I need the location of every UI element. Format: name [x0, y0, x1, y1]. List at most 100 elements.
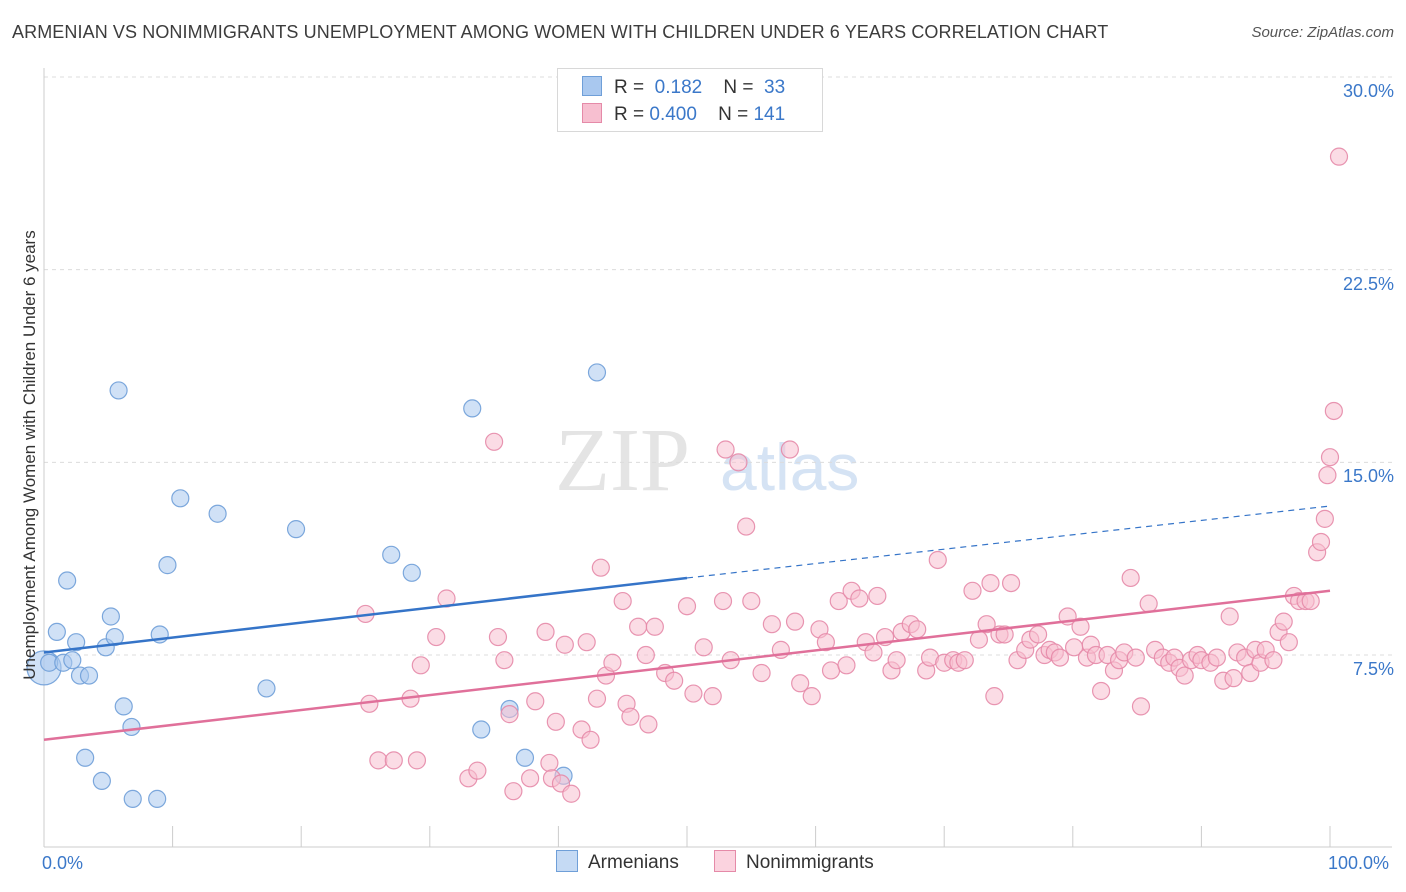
point-nonimmigrants	[928, 550, 947, 570]
point-nonimmigrants	[1001, 573, 1021, 593]
point-nonimmigrants	[762, 615, 781, 634]
point-nonimmigrants	[639, 715, 658, 734]
point-nonimmigrants	[864, 643, 883, 662]
legend-n-value: 33	[764, 77, 786, 98]
bottom-legend-armenians: Armenians	[556, 850, 679, 874]
point-nonimmigrants	[645, 617, 664, 636]
point-nonimmigrants	[1050, 648, 1070, 667]
point-nonimmigrants	[1320, 448, 1340, 467]
point-nonimmigrants	[591, 558, 610, 577]
legend-n-label: N =	[723, 77, 754, 98]
point-nonimmigrants	[742, 591, 761, 611]
point-armenians	[122, 717, 141, 737]
point-nonimmigrants	[1279, 633, 1298, 652]
point-nonimmigrants	[1175, 666, 1194, 685]
point-nonimmigrants	[969, 630, 989, 649]
point-nonimmigrants	[536, 622, 555, 642]
point-nonimmigrants	[816, 633, 835, 652]
point-nonimmigrants	[1329, 147, 1349, 166]
point-armenians	[92, 771, 111, 791]
point-nonimmigrants	[1301, 591, 1320, 611]
axes	[43, 68, 1392, 848]
point-nonimmigrants	[752, 663, 771, 683]
point-nonimmigrants	[587, 689, 607, 708]
point-nonimmigrants	[500, 705, 519, 724]
point-armenians	[587, 363, 607, 382]
legend-n-label: N =	[718, 104, 749, 125]
point-nonimmigrants	[665, 671, 684, 690]
point-nonimmigrants	[613, 591, 632, 611]
point-armenians	[67, 633, 86, 652]
point-nonimmigrants	[887, 651, 906, 670]
point-nonimmigrants	[868, 586, 887, 606]
point-nonimmigrants	[629, 617, 648, 636]
point-nonimmigrants	[908, 620, 927, 639]
point-nonimmigrants	[977, 615, 996, 634]
point-nonimmigrants	[1207, 648, 1226, 667]
point-nonimmigrants	[562, 784, 581, 803]
point-armenians	[463, 399, 482, 418]
legend-row-armenians: R = 0.182 N = 33	[582, 76, 785, 98]
point-armenians	[109, 381, 128, 400]
point-nonimmigrants	[850, 589, 869, 608]
point-armenians	[79, 666, 99, 685]
point-nonimmigrants	[677, 597, 697, 616]
point-armenians	[158, 556, 177, 575]
bottom-legend-label-armenians: Armenians	[588, 852, 679, 873]
bottom-legend-swatch-nonimmigrants	[714, 850, 736, 872]
point-armenians	[171, 489, 190, 508]
point-nonimmigrants	[1264, 651, 1283, 670]
y-axis-label: Unemployment Among Women with Children U…	[20, 230, 39, 680]
point-nonimmigrants	[468, 761, 487, 780]
bottom-legend-swatch-armenians	[556, 850, 578, 872]
legend-n-value: 141	[753, 104, 786, 125]
bottom-legend-label-nonimmigrants: Nonimmigrants	[746, 852, 874, 873]
point-nonimmigrants	[1318, 466, 1337, 485]
point-nonimmigrants	[546, 712, 565, 731]
data-points	[26, 147, 1349, 808]
x-tick-label-max: 100.0%	[1328, 853, 1390, 873]
y-tick-label: 15.0%	[1342, 466, 1394, 487]
point-nonimmigrants	[684, 684, 703, 703]
point-nonimmigrants	[837, 656, 856, 675]
correlation-legend: R = 0.182 N = 33 R = 0.400 N = 141	[557, 68, 823, 132]
point-nonimmigrants	[1071, 617, 1090, 636]
trend-lines	[43, 505, 1331, 742]
watermark-zip: ZIP	[555, 411, 690, 510]
point-armenians	[148, 789, 167, 808]
point-nonimmigrants	[791, 674, 810, 693]
point-nonimmigrants	[1315, 509, 1334, 528]
point-nonimmigrants	[716, 440, 735, 459]
legend-r-label: R =	[614, 77, 645, 98]
point-nonimmigrants	[737, 517, 756, 536]
point-armenians	[515, 748, 535, 767]
point-nonimmigrants	[829, 591, 848, 611]
grid-lines	[44, 76, 1392, 656]
point-nonimmigrants	[504, 782, 523, 801]
legend-r-value: 0.400	[649, 104, 697, 125]
point-nonimmigrants	[495, 651, 514, 670]
point-nonimmigrants	[1028, 625, 1048, 644]
trend-line-nonimmigrants	[43, 589, 1331, 742]
point-armenians	[208, 504, 227, 523]
point-nonimmigrants	[1131, 697, 1151, 716]
point-nonimmigrants	[521, 769, 540, 788]
point-nonimmigrants	[485, 432, 504, 451]
legend-r-label: R =	[614, 104, 645, 125]
point-armenians	[472, 720, 491, 739]
point-nonimmigrants	[488, 627, 508, 647]
point-nonimmigrants	[621, 707, 640, 726]
point-armenians	[114, 697, 133, 716]
point-nonimmigrants	[1224, 669, 1243, 688]
point-nonimmigrants	[729, 453, 748, 472]
point-nonimmigrants	[555, 635, 574, 654]
point-nonimmigrants	[1274, 612, 1293, 631]
point-nonimmigrants	[411, 656, 430, 675]
point-armenians	[63, 651, 82, 670]
point-armenians	[47, 622, 66, 642]
point-nonimmigrants	[1220, 607, 1239, 626]
legend-swatch-armenians	[582, 76, 602, 96]
chart-title: ARMENIAN VS NONIMMIGRANTS UNEMPLOYMENT A…	[12, 22, 1109, 42]
point-nonimmigrants	[581, 730, 600, 749]
point-nonimmigrants	[1121, 568, 1140, 588]
